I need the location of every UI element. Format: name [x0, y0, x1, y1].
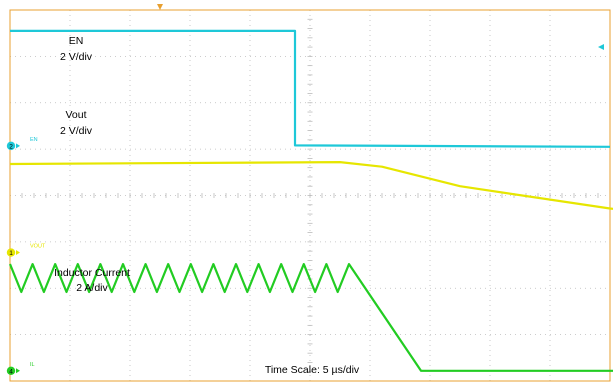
- channel-1-number: 1: [9, 250, 13, 257]
- channel-1-marker[interactable]: [6, 248, 16, 257]
- channel-4-number: 4: [9, 368, 13, 375]
- channel-markers: 2 EN 1 VOUT 4 IL: [6, 44, 604, 375]
- channel-1-arrow: [16, 250, 20, 256]
- en-scale-label: 2 V/div: [60, 51, 93, 63]
- vout-scale-label: 2 V/div: [60, 125, 93, 137]
- channel-4-arrow: [16, 368, 20, 374]
- channel-2-arrow: [16, 143, 20, 149]
- trace-il: [8, 263, 613, 372]
- channel-4-tag: IL: [30, 362, 35, 368]
- channel-2-tag: EN: [30, 137, 38, 143]
- trigger-position-marker: [157, 4, 163, 10]
- offscreen-marker-icon: [598, 44, 604, 50]
- en-trace-label: EN 2 V/div: [60, 35, 93, 63]
- plot-frame: [9, 9, 611, 382]
- grid: [9, 9, 611, 382]
- channel-4-marker[interactable]: [6, 366, 16, 375]
- channel-2-marker[interactable]: [6, 141, 16, 151]
- vout-trace-label: Vout 2 V/div: [60, 109, 93, 137]
- inductor-current-trace-label: Inductor Current 2 A/div: [54, 267, 130, 294]
- time-scale-label: Time Scale: 5 µs/div: [265, 364, 360, 376]
- traces: [8, 29, 613, 372]
- trace-en: [10, 29, 611, 148]
- inductor-current-scale-label: 2 A/div: [76, 282, 108, 294]
- inductor-current-label: Inductor Current: [54, 267, 130, 279]
- trace-vout: [9, 161, 613, 210]
- en-label: EN: [69, 35, 84, 47]
- vout-label: Vout: [65, 109, 86, 121]
- channel-2-number: 2: [9, 143, 13, 150]
- channel-1-tag: VOUT: [30, 244, 46, 250]
